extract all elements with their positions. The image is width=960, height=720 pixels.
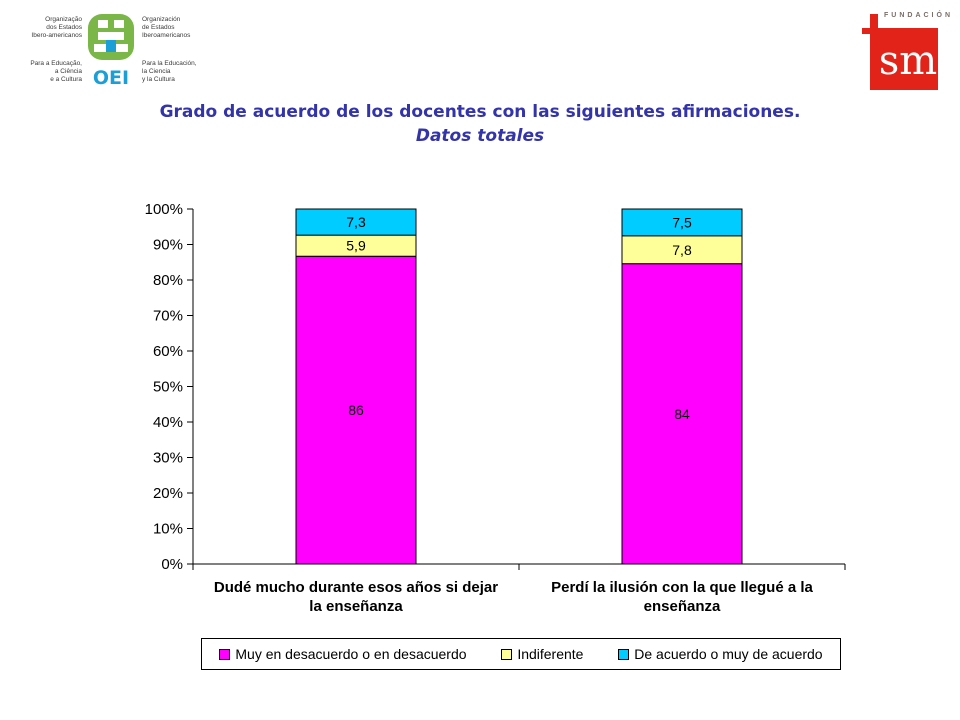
oei-pt-sub-2: a Ciência	[54, 68, 82, 75]
x-category-label: Perdí la ilusión con la que llegué a la e…	[519, 578, 845, 616]
oei-es-line-1: Organización	[142, 16, 181, 23]
oei-pt-line-3: Ibero-americanos	[31, 32, 82, 39]
legend-label: De acuerdo o muy de acuerdo	[634, 646, 823, 662]
chart-legend: Muy en desacuerdo o en desacuerdo Indifer…	[201, 638, 841, 670]
legend-swatch	[618, 648, 630, 660]
oei-pt-line-1: Organização	[45, 16, 82, 23]
y-tick-label: 60%	[153, 343, 183, 360]
oei-name-pt: Organização dos Estados Ibero-americanos	[14, 16, 82, 40]
bar-segment	[295, 208, 417, 236]
y-tick-label: 50%	[153, 379, 183, 396]
x-category-label-line: Dudé mucho durante esos años si dejar	[213, 579, 499, 596]
oei-pt-sub-1: Para a Educação,	[30, 60, 82, 67]
y-tick-label: 0%	[161, 556, 183, 573]
oei-es-sub-3: y la Cultura	[142, 76, 175, 83]
fsm-fundacion-word: FUNDACIÓN	[884, 12, 953, 19]
y-tick-label: 90%	[153, 237, 183, 254]
oei-es-line-2: de Estados	[142, 24, 175, 31]
oei-es-line-3: Iberoamericanos	[142, 32, 191, 39]
chart-subtitle: Datos totales	[415, 126, 545, 146]
y-tick-label: 20%	[153, 485, 183, 502]
fsm-letters: sm	[879, 38, 937, 84]
chart-title: Grado de acuerdo de los docentes con las…	[159, 102, 801, 122]
x-category-label: Dudé mucho durante esos años si dejar la …	[193, 578, 519, 616]
legend-swatch	[219, 648, 231, 660]
bar-segment	[621, 208, 743, 237]
oei-emblem-icon: OEI	[88, 14, 134, 88]
y-tick-label: 80%	[153, 272, 183, 289]
x-category-label-line: enseñanza	[643, 598, 721, 615]
oei-pt-sub-3: e a Cultura	[50, 76, 82, 83]
data-label: 5,9	[346, 238, 366, 254]
legend-item: Muy en desacuerdo o en desacuerdo	[219, 646, 467, 662]
fsm-mark-icon: sm	[862, 14, 938, 90]
y-tick-label: 100%	[145, 201, 183, 218]
bar-segment	[621, 235, 743, 265]
chart-title-block: Grado de acuerdo de los docentes con las…	[0, 100, 960, 148]
y-tick-label: 40%	[153, 414, 183, 431]
oei-tagline-pt: Para a Educação, a Ciência e a Cultura	[14, 60, 82, 84]
data-label: 7,5	[672, 214, 692, 230]
legend-label: Indiferente	[517, 646, 584, 662]
legend-item: De acuerdo o muy de acuerdo	[618, 646, 823, 662]
x-category-label-line: Perdí la ilusión con la que llegué a la	[551, 579, 813, 596]
oei-logo: Organização dos Estados Ibero-americanos…	[14, 12, 214, 92]
legend-swatch	[501, 648, 513, 660]
oei-tagline-es: Para la Educación, la Ciencia y la Cultu…	[142, 60, 214, 84]
oei-name-es: Organización de Estados Iberoamericanos	[142, 16, 214, 40]
data-label: 7,3	[346, 214, 366, 230]
oei-mark-text: OEI	[93, 67, 129, 88]
oei-es-sub-1: Para la Educación,	[142, 60, 197, 67]
data-label: 7,8	[672, 242, 692, 258]
y-tick-label: 30%	[153, 450, 183, 467]
x-category-label-line: la enseñanza	[309, 598, 403, 615]
oei-es-sub-2: la Ciencia	[142, 68, 171, 75]
data-label: 86	[348, 402, 364, 418]
legend-item: Indiferente	[501, 646, 583, 662]
bar-segment	[295, 255, 417, 565]
oei-pt-line-2: dos Estados	[46, 24, 82, 31]
y-tick-label: 70%	[153, 308, 183, 325]
data-label: 84	[674, 406, 690, 422]
legend-label: Muy en desacuerdo o en desacuerdo	[235, 646, 467, 662]
fsm-logo: FUNDACIÓN sm	[860, 12, 950, 92]
y-tick-label: 10%	[153, 521, 183, 538]
